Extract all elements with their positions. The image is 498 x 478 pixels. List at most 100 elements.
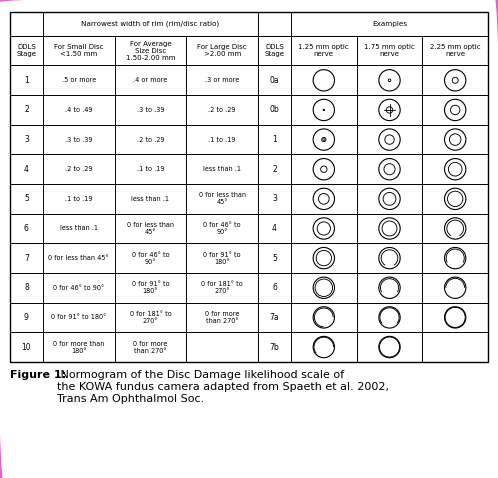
Text: 0 for less than
45°: 0 for less than 45°: [199, 192, 246, 206]
Bar: [357, 125, 422, 154]
Bar: [10, 303, 43, 332]
Text: DDLS
Stage: DDLS Stage: [16, 44, 36, 57]
Bar: [422, 214, 488, 243]
Bar: [10, 214, 43, 243]
Bar: [258, 36, 291, 65]
Bar: [43, 303, 115, 332]
Bar: [10, 36, 43, 65]
Text: .4 or more: .4 or more: [133, 77, 168, 83]
Bar: [357, 273, 422, 303]
Text: 3: 3: [272, 195, 277, 203]
Text: 0a: 0a: [270, 76, 279, 85]
Ellipse shape: [323, 109, 325, 111]
Bar: [357, 184, 422, 214]
Bar: [422, 243, 488, 273]
Bar: [357, 303, 422, 332]
Bar: [43, 65, 115, 95]
Text: 0 for less than
45°: 0 for less than 45°: [127, 222, 174, 235]
Bar: [115, 65, 186, 95]
Bar: [258, 12, 291, 36]
Bar: [186, 303, 258, 332]
Text: .1 to .19: .1 to .19: [137, 166, 164, 172]
Bar: [186, 36, 258, 65]
Text: 0 for 91° to
180°: 0 for 91° to 180°: [203, 251, 241, 265]
Bar: [186, 214, 258, 243]
Text: 0 for 46° to
90°: 0 for 46° to 90°: [203, 222, 241, 235]
Bar: [422, 125, 488, 154]
Text: For Large Disc
>2.00 mm: For Large Disc >2.00 mm: [197, 44, 247, 57]
Text: 0 for 181° to
270°: 0 for 181° to 270°: [129, 311, 171, 324]
Bar: [258, 214, 291, 243]
Bar: [258, 154, 291, 184]
Bar: [258, 273, 291, 303]
Text: .1 to .19: .1 to .19: [209, 137, 236, 142]
Bar: [43, 184, 115, 214]
Bar: [43, 125, 115, 154]
Text: .5 or more: .5 or more: [62, 77, 96, 83]
Text: 0 for less than 45°: 0 for less than 45°: [48, 255, 109, 261]
Bar: [43, 36, 115, 65]
Text: .1 to .19: .1 to .19: [65, 196, 93, 202]
Bar: [186, 243, 258, 273]
Text: less than .1: less than .1: [203, 166, 241, 172]
Bar: [10, 332, 43, 362]
Bar: [357, 214, 422, 243]
Bar: [43, 273, 115, 303]
Bar: [258, 303, 291, 332]
Text: 0 for 46° to 90°: 0 for 46° to 90°: [53, 285, 104, 291]
Text: less than .1: less than .1: [131, 196, 169, 202]
Text: Examples: Examples: [372, 21, 407, 27]
Bar: [357, 65, 422, 95]
Bar: [43, 243, 115, 273]
Text: DDLS
Stage: DDLS Stage: [264, 44, 284, 57]
Bar: [115, 273, 186, 303]
Bar: [186, 332, 258, 362]
Text: 3: 3: [24, 135, 29, 144]
Text: 0 for 91° to 180°: 0 for 91° to 180°: [51, 315, 106, 320]
Bar: [10, 12, 488, 362]
Text: 7a: 7a: [270, 313, 279, 322]
Bar: [43, 12, 258, 36]
Bar: [115, 332, 186, 362]
Text: 9: 9: [24, 313, 29, 322]
Text: 1.75 mm optic
nerve: 1.75 mm optic nerve: [364, 44, 415, 57]
Text: .2 to .29: .2 to .29: [137, 137, 164, 142]
Bar: [43, 214, 115, 243]
Text: .3 to .39: .3 to .39: [65, 137, 93, 142]
Text: 2.25 mm optic
nerve: 2.25 mm optic nerve: [430, 44, 481, 57]
Bar: [43, 154, 115, 184]
Bar: [10, 65, 43, 95]
Bar: [10, 95, 43, 125]
Bar: [43, 332, 115, 362]
Text: 5: 5: [24, 195, 29, 203]
Bar: [186, 154, 258, 184]
Bar: [10, 154, 43, 184]
Text: 0 for 46° to
90°: 0 for 46° to 90°: [131, 251, 169, 265]
Bar: [10, 273, 43, 303]
Bar: [258, 243, 291, 273]
Text: 5: 5: [272, 254, 277, 262]
Text: 0 for more
than 270°: 0 for more than 270°: [205, 311, 240, 324]
Bar: [422, 65, 488, 95]
Text: Normogram of the Disc Damage likelihood scale of
the KOWA fundus camera adapted : Normogram of the Disc Damage likelihood …: [57, 370, 389, 403]
Bar: [291, 154, 357, 184]
Bar: [291, 332, 357, 362]
Bar: [115, 303, 186, 332]
Bar: [115, 95, 186, 125]
Bar: [115, 154, 186, 184]
Text: .3 or more: .3 or more: [205, 77, 240, 83]
Text: .3 to .39: .3 to .39: [137, 107, 164, 113]
Bar: [115, 36, 186, 65]
Bar: [291, 214, 357, 243]
Text: 7b: 7b: [270, 343, 279, 351]
Text: 0 for more than
180°: 0 for more than 180°: [53, 340, 105, 354]
Bar: [291, 184, 357, 214]
Bar: [291, 12, 488, 36]
Bar: [422, 95, 488, 125]
Bar: [291, 273, 357, 303]
Text: 4: 4: [24, 165, 29, 174]
Text: 4: 4: [272, 224, 277, 233]
Bar: [115, 184, 186, 214]
Text: 0 for 91° to
180°: 0 for 91° to 180°: [131, 281, 169, 294]
Bar: [258, 184, 291, 214]
